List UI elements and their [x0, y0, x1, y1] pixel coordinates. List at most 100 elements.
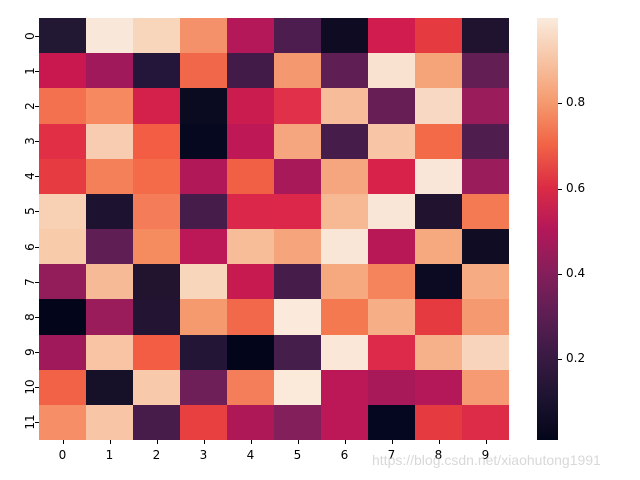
heatmap-cell	[227, 404, 274, 440]
x-tick-mark	[203, 440, 205, 444]
heatmap-cell	[274, 88, 321, 124]
y-tick-label: 11	[23, 414, 37, 431]
colorbar-tick-mark	[558, 103, 562, 105]
y-tick-mark	[35, 422, 39, 424]
heatmap-cell	[180, 193, 227, 229]
y-tick-mark	[35, 211, 39, 213]
heatmap-cell	[133, 264, 180, 300]
heatmap-cell	[39, 264, 86, 300]
heatmap-cell	[368, 53, 415, 89]
x-tick-mark	[156, 440, 158, 444]
heatmap-cell	[180, 299, 227, 335]
heatmap-cell	[227, 334, 274, 370]
heatmap-cell	[415, 193, 462, 229]
x-tick-label: 2	[152, 448, 161, 462]
x-tick-mark	[438, 440, 440, 444]
heatmap-cell	[227, 88, 274, 124]
heatmap-cell	[462, 123, 509, 159]
heatmap-cell	[274, 193, 321, 229]
heatmap-cell	[415, 53, 462, 89]
heatmap-cell	[321, 404, 368, 440]
x-tick-label: 5	[293, 448, 302, 462]
heatmap-cell	[368, 264, 415, 300]
heatmap-cell	[86, 404, 133, 440]
heatmap-cell	[39, 193, 86, 229]
heatmap-cell	[274, 123, 321, 159]
heatmap-cell	[368, 369, 415, 405]
heatmap-cell	[39, 123, 86, 159]
heatmap-cell	[86, 334, 133, 370]
heatmap-cell	[133, 334, 180, 370]
heatmap-cell	[86, 369, 133, 405]
heatmap-cell	[86, 299, 133, 335]
heatmap-cell	[39, 53, 86, 89]
heatmap-cell	[180, 18, 227, 54]
heatmap-cell	[274, 53, 321, 89]
y-tick-mark	[35, 246, 39, 248]
heatmap-cell	[39, 299, 86, 335]
heatmap-cell	[415, 158, 462, 194]
x-tick-mark	[391, 440, 393, 444]
heatmap-cell	[133, 88, 180, 124]
heatmap-cell	[39, 404, 86, 440]
heatmap-cell	[180, 404, 227, 440]
heatmap-cell	[86, 53, 133, 89]
heatmap-cell	[180, 88, 227, 124]
heatmap-cell	[39, 88, 86, 124]
y-tick-label: 5	[23, 207, 37, 216]
heatmap-cell	[227, 18, 274, 54]
heatmap-cell	[462, 158, 509, 194]
heatmap-cell	[415, 123, 462, 159]
y-tick-mark	[35, 281, 39, 283]
y-tick-label: 6	[23, 242, 37, 251]
heatmap-cell	[274, 404, 321, 440]
heatmap-cell	[227, 229, 274, 265]
heatmap-cell	[227, 369, 274, 405]
y-tick-label: 9	[23, 348, 37, 356]
heatmap-cell	[274, 334, 321, 370]
heatmap-cell	[415, 299, 462, 335]
heatmap-cell	[462, 299, 509, 335]
heatmap-cell	[415, 88, 462, 124]
heatmap-cell	[86, 123, 133, 159]
x-tick-label: 9	[481, 448, 490, 462]
heatmap-cell	[321, 18, 368, 54]
heatmap-cell	[321, 193, 368, 229]
x-tick-mark	[109, 440, 111, 444]
y-tick-label: 2	[23, 102, 37, 110]
heatmap-cell	[368, 158, 415, 194]
x-tick-label: 0	[58, 448, 67, 462]
heatmap-cell	[415, 264, 462, 300]
heatmap-cell	[462, 53, 509, 89]
heatmap-cell	[321, 299, 368, 335]
heatmap-cell	[321, 88, 368, 124]
heatmap-cell	[39, 369, 86, 405]
heatmap-cell	[368, 299, 415, 335]
heatmap-grid	[39, 18, 509, 440]
heatmap-cell	[227, 53, 274, 89]
heatmap-cell	[180, 264, 227, 300]
y-tick-mark	[35, 387, 39, 389]
x-tick-label: 4	[246, 448, 255, 462]
heatmap-cell	[462, 193, 509, 229]
y-tick-mark	[35, 35, 39, 37]
heatmap-cell	[415, 404, 462, 440]
x-tick-mark	[62, 440, 64, 444]
heatmap-cell	[133, 369, 180, 405]
heatmap-cell	[227, 158, 274, 194]
y-tick-mark	[35, 141, 39, 143]
heatmap-cell	[133, 158, 180, 194]
heatmap-cell	[227, 193, 274, 229]
heatmap-cell	[39, 229, 86, 265]
x-tick-mark	[485, 440, 487, 444]
heatmap-cell	[133, 123, 180, 159]
heatmap-cell	[368, 404, 415, 440]
heatmap-cell	[227, 299, 274, 335]
colorbar-tick-mark	[558, 359, 562, 360]
x-tick-label: 6	[340, 448, 349, 462]
y-tick-label: 7	[23, 277, 37, 286]
heatmap-cell	[462, 229, 509, 265]
y-tick-mark	[35, 352, 39, 354]
heatmap-cell	[321, 123, 368, 159]
heatmap-cell	[462, 369, 509, 405]
